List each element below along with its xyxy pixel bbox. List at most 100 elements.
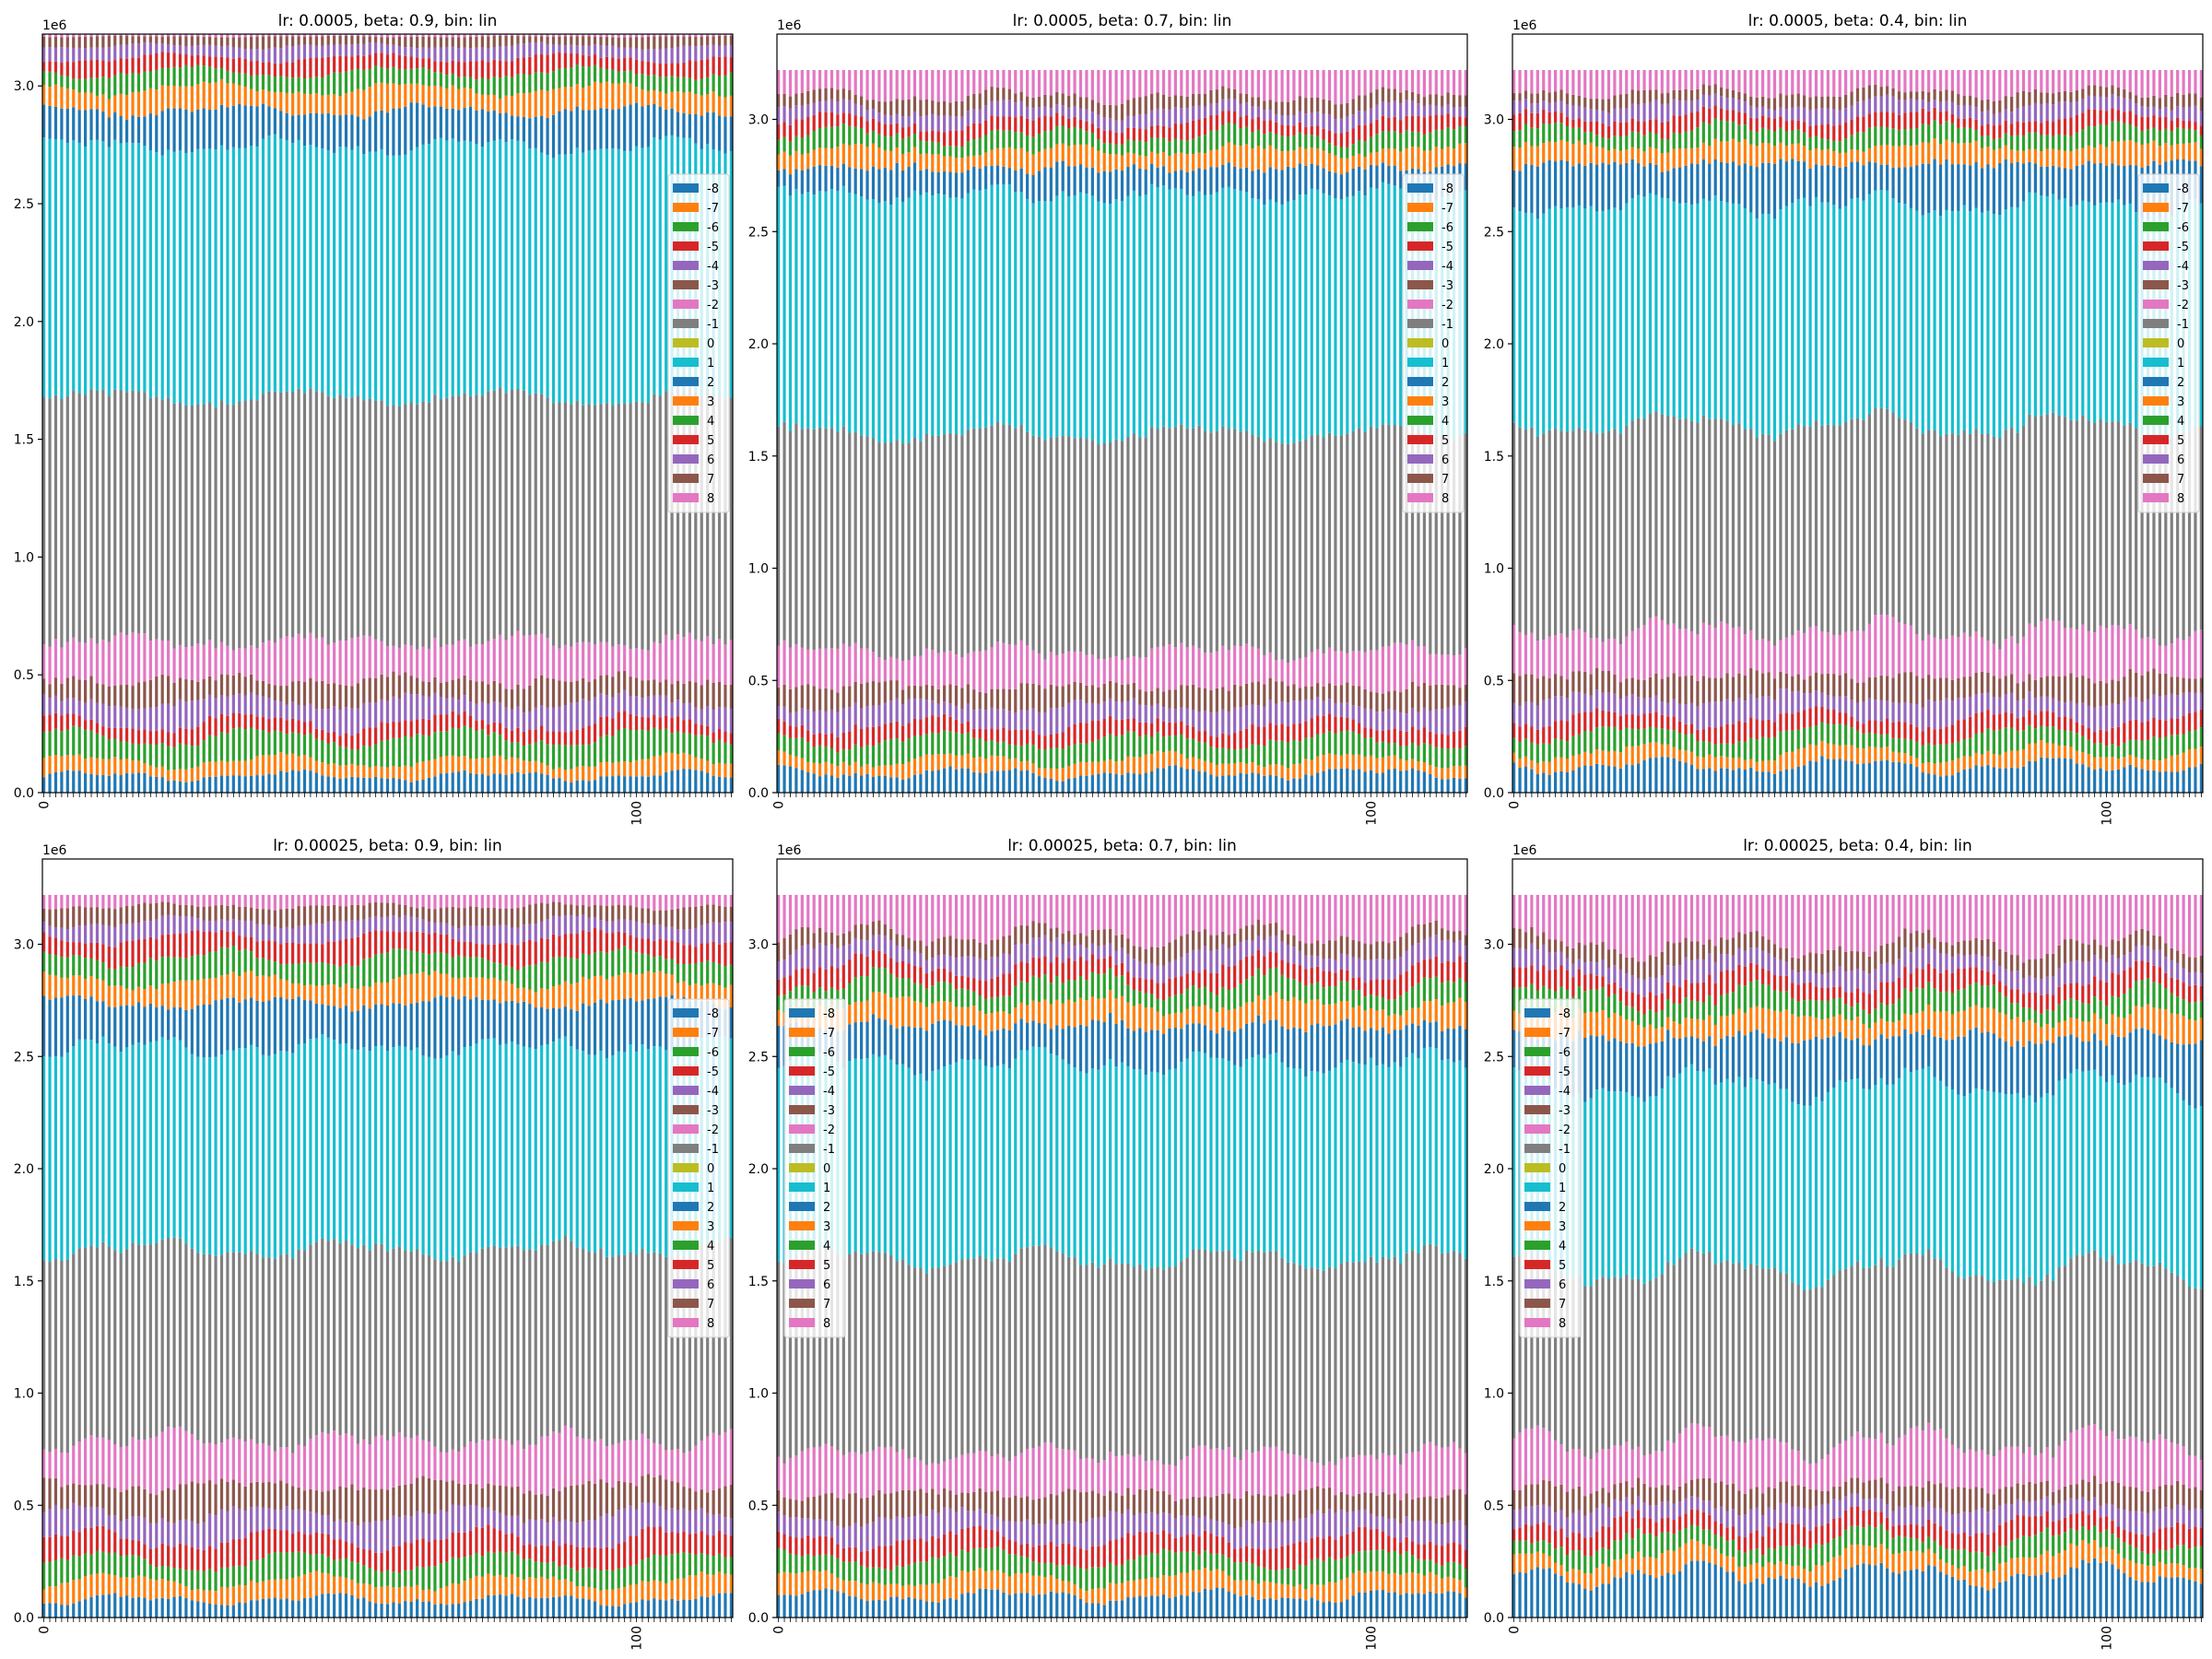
- bar-segment--4: [1280, 701, 1284, 724]
- bar-segment-4: [1031, 136, 1035, 155]
- bar-segment--3: [1625, 678, 1629, 697]
- bar-segment--3: [285, 686, 288, 705]
- bar-segment-4: [1007, 130, 1011, 147]
- bar-segment--1: [1286, 443, 1290, 664]
- bar-segment-7: [570, 36, 573, 45]
- bar-segment-4: [172, 66, 176, 87]
- bar-segment--6: [1464, 746, 1467, 766]
- bar-segment--4: [1102, 701, 1106, 719]
- bar-segment--2: [1168, 644, 1171, 690]
- bar-segment--4: [1298, 700, 1301, 724]
- bar-segment--4: [912, 699, 917, 719]
- bar-segment--6: [1085, 743, 1088, 762]
- bar-segment-1: [653, 136, 656, 394]
- bar-segment-7: [1666, 92, 1670, 104]
- bar-segment--7: [184, 769, 188, 782]
- bar-segment-5: [101, 61, 105, 77]
- bar-segment-5: [119, 58, 123, 73]
- bar-segment-8: [1737, 69, 1741, 92]
- bar-segment-2: [724, 116, 727, 154]
- bar-segment--4: [990, 707, 994, 729]
- bar-segment--7: [1826, 743, 1830, 759]
- bar-segment--1: [243, 401, 247, 649]
- bar-segment--1: [990, 425, 994, 648]
- bar-segment--6: [954, 732, 959, 756]
- bar-segment--5: [231, 712, 235, 729]
- bar-segment-7: [1660, 93, 1664, 104]
- bar-segment--2: [1838, 635, 1841, 676]
- bar-segment-3: [131, 92, 135, 116]
- bar-segment--5: [1007, 730, 1011, 745]
- bar-segment-5: [1298, 122, 1301, 133]
- bar-segment-7: [1761, 96, 1765, 107]
- bar-segment--2: [782, 640, 786, 685]
- bar-segment--6: [641, 729, 644, 759]
- bar-segment-5: [1524, 109, 1528, 124]
- bar-segment--6: [1019, 745, 1023, 762]
- bar-segment--6: [84, 729, 88, 759]
- bar-segment-8: [1429, 69, 1432, 95]
- bar-segment--7: [570, 769, 573, 783]
- bar-segment--4: [605, 695, 608, 717]
- bar-segment-8: [534, 34, 537, 37]
- bar-segment-7: [1203, 93, 1207, 107]
- bar-segment--7: [1168, 750, 1171, 766]
- bar-segment--5: [1298, 723, 1301, 742]
- bar-segment-4: [1180, 139, 1183, 153]
- bar-segment--6: [1031, 745, 1035, 764]
- bar-segment-3: [818, 147, 822, 166]
- bar-segment-5: [155, 53, 159, 70]
- bar-segment-6: [231, 47, 235, 59]
- bar-segment-7: [1803, 95, 1806, 108]
- bar-segment-2: [143, 116, 147, 147]
- bar-segment-5: [1796, 120, 1800, 130]
- bar-segment--5: [1387, 729, 1391, 744]
- bar-segment--5: [143, 729, 147, 744]
- bar-segment--4: [694, 707, 698, 724]
- bar-segment-3: [350, 91, 354, 115]
- bar-segment-4: [409, 68, 413, 84]
- bar-segment--7: [901, 764, 905, 780]
- bar-segment--2: [321, 637, 324, 681]
- bar-segment-3: [1713, 138, 1717, 159]
- bar-segment--7: [582, 766, 585, 781]
- bar-segment--1: [782, 421, 786, 641]
- bar-segment--2: [267, 641, 271, 684]
- bar-segment-6: [895, 113, 899, 124]
- bar-segment--3: [148, 679, 152, 708]
- bar-segment-5: [978, 123, 982, 138]
- bar-segment--3: [362, 678, 366, 703]
- bar-segment--5: [1648, 712, 1653, 727]
- bar-segment--2: [1678, 629, 1682, 677]
- bar-segment--7: [546, 765, 549, 775]
- bar-segment-7: [1393, 88, 1396, 101]
- bar-segment-3: [344, 93, 348, 115]
- bar-segment-3: [534, 90, 537, 117]
- bar-segment--5: [1743, 722, 1747, 742]
- bar-segment--4: [53, 695, 58, 713]
- bar-segment--2: [1458, 654, 1462, 688]
- bar-segment--3: [1535, 678, 1539, 706]
- panel-title: lr: 0.0005, beta: 0.7, bin: lin: [1013, 12, 1232, 30]
- bar-segment--6: [72, 725, 76, 756]
- bar-segment-1: [1120, 201, 1124, 441]
- bar-segment--5: [1535, 729, 1539, 745]
- bar-segment--3: [990, 688, 994, 708]
- bar-segment--4: [463, 695, 466, 712]
- bar-segment-8: [700, 34, 703, 37]
- legend-swatch--8: [673, 183, 699, 193]
- bar-segment--3: [1078, 682, 1083, 700]
- bar-segment-8: [1784, 69, 1788, 96]
- bar-segment--5: [717, 729, 722, 740]
- bar-segment--6: [1233, 748, 1237, 764]
- bar-segment-1: [1387, 183, 1391, 425]
- bar-segment-3: [374, 83, 378, 112]
- bar-segment--3: [889, 680, 893, 701]
- bar-segment-8: [1601, 69, 1605, 100]
- bar-segment-3: [605, 81, 608, 109]
- bar-segment--3: [1138, 689, 1142, 705]
- bar-segment-3: [948, 156, 952, 172]
- bar-segment-1: [1109, 204, 1112, 443]
- bar-segment-2: [563, 109, 567, 155]
- bar-segment--3: [717, 681, 722, 708]
